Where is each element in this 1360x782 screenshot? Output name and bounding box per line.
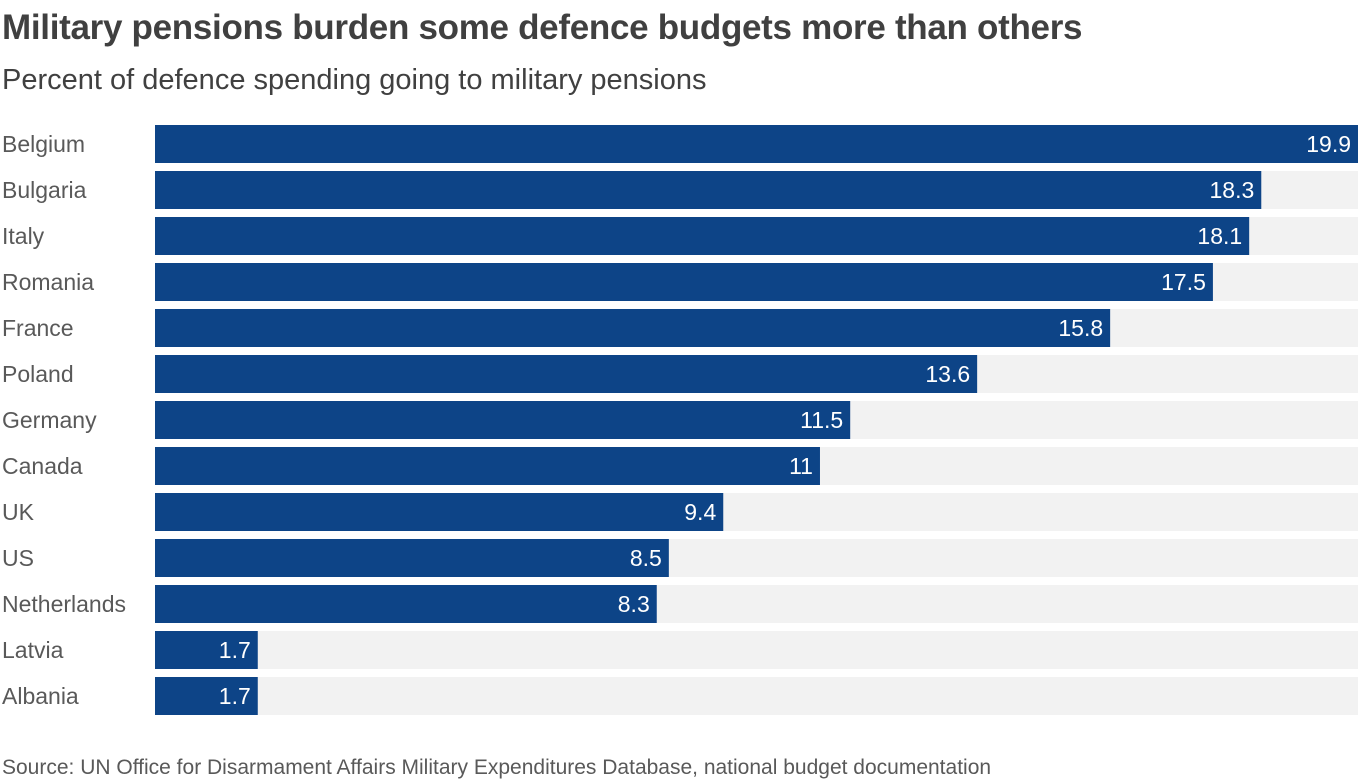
bar-france (155, 309, 1111, 347)
bar-germany (155, 401, 851, 439)
value-label-belgium: 19.9 (1306, 131, 1351, 157)
value-label-bulgaria: 18.3 (1210, 177, 1255, 203)
bar-italy (155, 217, 1250, 255)
value-label-latvia: 1.7 (219, 637, 251, 663)
chart-title: Military pensions burden some defence bu… (2, 8, 1083, 47)
bar-latvia (155, 631, 258, 669)
category-label-canada: Canada (2, 453, 83, 479)
source-note: Source: UN Office for Disarmament Affair… (2, 756, 992, 779)
value-label-france: 15.8 (1058, 315, 1103, 341)
chart-subtitle: Percent of defence spending going to mil… (2, 64, 707, 96)
bar-romania (155, 263, 1213, 301)
value-label-us: 8.5 (630, 545, 662, 571)
value-label-netherlands: 8.3 (618, 591, 650, 617)
category-label-france: France (2, 315, 74, 341)
category-label-albania: Albania (2, 683, 79, 709)
bar-us (155, 539, 669, 577)
category-label-bulgaria: Bulgaria (2, 177, 87, 203)
category-label-romania: Romania (2, 269, 94, 295)
category-label-us: US (2, 545, 34, 571)
category-label-germany: Germany (2, 407, 97, 433)
value-label-uk: 9.4 (684, 499, 716, 525)
value-label-romania: 17.5 (1161, 269, 1206, 295)
value-label-canada: 11 (789, 453, 813, 479)
value-label-germany: 11.5 (800, 407, 843, 433)
bar-uk (155, 493, 724, 531)
value-label-italy: 18.1 (1197, 223, 1242, 249)
bar-bulgaria (155, 171, 1262, 209)
category-label-latvia: Latvia (2, 637, 64, 663)
category-label-uk: UK (2, 499, 35, 525)
category-label-netherlands: Netherlands (2, 591, 126, 617)
bar-track-albania (155, 677, 1358, 715)
bar-belgium (155, 125, 1358, 163)
bar-track-latvia (155, 631, 1358, 669)
bar-albania (155, 677, 258, 715)
bar-netherlands (155, 585, 657, 623)
value-label-poland: 13.6 (925, 361, 970, 387)
bar-chart: Belgium 19.9 Bulgaria 18.3 Italy 18.1 Romania 1… (2, 125, 1358, 715)
bar-poland (155, 355, 978, 393)
category-label-poland: Poland (2, 361, 74, 387)
value-label-albania: 1.7 (219, 683, 251, 709)
bar-canada (155, 447, 820, 485)
category-label-italy: Italy (2, 223, 45, 249)
category-label-belgium: Belgium (2, 131, 85, 157)
